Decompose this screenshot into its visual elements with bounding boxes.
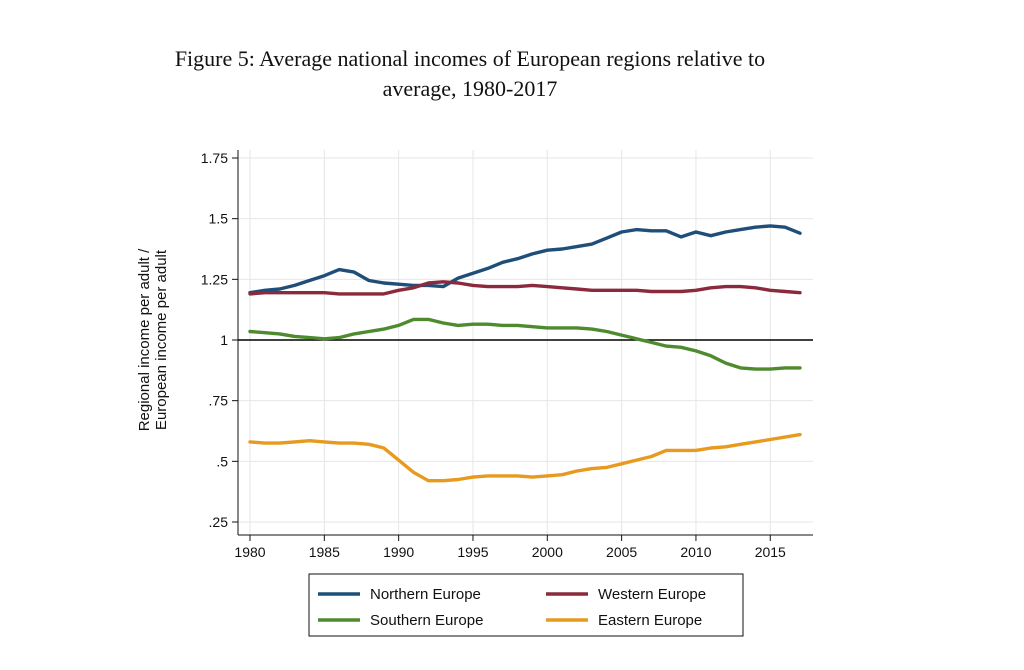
x-tick-label: 1995 [457, 544, 488, 560]
y-tick-label: .5 [216, 453, 228, 469]
figure-title-line2: average, 1980-2017 [382, 76, 558, 101]
figure-title-line1: Figure 5: Average national incomes of Eu… [174, 46, 766, 71]
y-tick-label: 1 [220, 332, 228, 348]
y-tick-label: .75 [209, 393, 229, 409]
y-tick-label: .25 [209, 514, 229, 530]
series-line-eastern-europe [248, 432, 802, 483]
x-tick-label: 1985 [309, 544, 340, 560]
legend-label-western-europe: Western Europe [598, 586, 706, 603]
series-line-northern-europe [248, 224, 802, 295]
legend-label-eastern-europe: Eastern Europe [598, 612, 702, 629]
axes: 1980 1985 1990 1995 2000 2005 2010 2015 .25 .5 .75… [201, 150, 813, 560]
y-axis-title-line2: European income per adult [153, 249, 170, 430]
y-tick-label: 1.25 [201, 271, 228, 287]
x-tick-label: 1990 [383, 544, 414, 560]
y-axis-title: Regional income per adult / European inc… [136, 248, 170, 431]
series-line-western-europe [248, 280, 802, 296]
legend-label-northern-europe: Northern Europe [370, 586, 481, 603]
x-tick-label: 2005 [606, 544, 637, 560]
figure-title: Figure 5: Average national incomes of Eu… [60, 44, 880, 104]
series-lines [248, 224, 802, 483]
x-tick-label: 1980 [234, 544, 265, 560]
x-tick-label: 2000 [532, 544, 563, 560]
legend-label-southern-europe: Southern Europe [370, 612, 483, 629]
y-tick-label: 1.5 [209, 211, 229, 227]
legend-box [308, 573, 744, 637]
grid-lines [238, 150, 813, 535]
x-tick-label: 2010 [680, 544, 711, 560]
legend: Northern Europe Western Europe Southern Eu… [308, 573, 744, 637]
y-tick-label: 1.75 [201, 150, 228, 166]
series-line-southern-europe [248, 317, 802, 371]
cutoff-body-text [46, 654, 946, 670]
x-tick-label: 2015 [755, 544, 786, 560]
y-axis-title-line1: Regional income per adult / [136, 248, 153, 431]
plot-area [238, 150, 813, 535]
